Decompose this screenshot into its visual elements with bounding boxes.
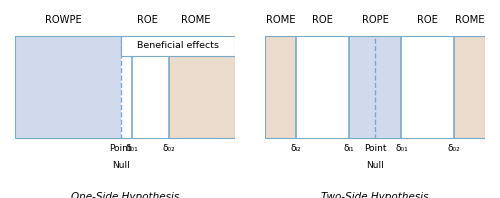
Text: Null: Null	[366, 161, 384, 170]
Text: ROE: ROE	[136, 15, 158, 25]
Text: Point: Point	[364, 144, 386, 153]
Text: δ₀₂: δ₀₂	[448, 144, 460, 153]
Text: ROWPE: ROWPE	[45, 15, 82, 25]
Bar	[120, 36, 169, 139]
Text: ROME: ROME	[266, 15, 295, 25]
Text: ROE: ROE	[418, 15, 438, 25]
Bar	[402, 36, 454, 139]
Text: δₗ₁: δₗ₁	[344, 144, 354, 153]
Text: Null: Null	[112, 161, 130, 170]
Text: ROE: ROE	[312, 15, 332, 25]
Bar	[15, 36, 120, 139]
Bar	[296, 36, 348, 139]
Text: Two-Side Hypothesis: Two-Side Hypothesis	[321, 192, 429, 198]
Bar	[265, 36, 296, 139]
Text: Point: Point	[110, 144, 132, 153]
Text: ROME: ROME	[180, 15, 210, 25]
Bar	[348, 36, 402, 139]
Bar	[120, 36, 235, 56]
Text: ROPE: ROPE	[362, 15, 388, 25]
Text: One-Side Hypothesis: One-Side Hypothesis	[71, 192, 179, 198]
Bar	[169, 36, 235, 139]
Text: δₗ₂: δₗ₂	[290, 144, 301, 153]
Text: δ₀₁: δ₀₁	[395, 144, 408, 153]
Text: δ₀₂: δ₀₂	[162, 144, 175, 153]
Text: Beneficial effects: Beneficial effects	[137, 41, 219, 50]
Text: δ₀₁: δ₀₁	[125, 144, 138, 153]
Text: ROME: ROME	[455, 15, 484, 25]
Bar	[454, 36, 485, 139]
